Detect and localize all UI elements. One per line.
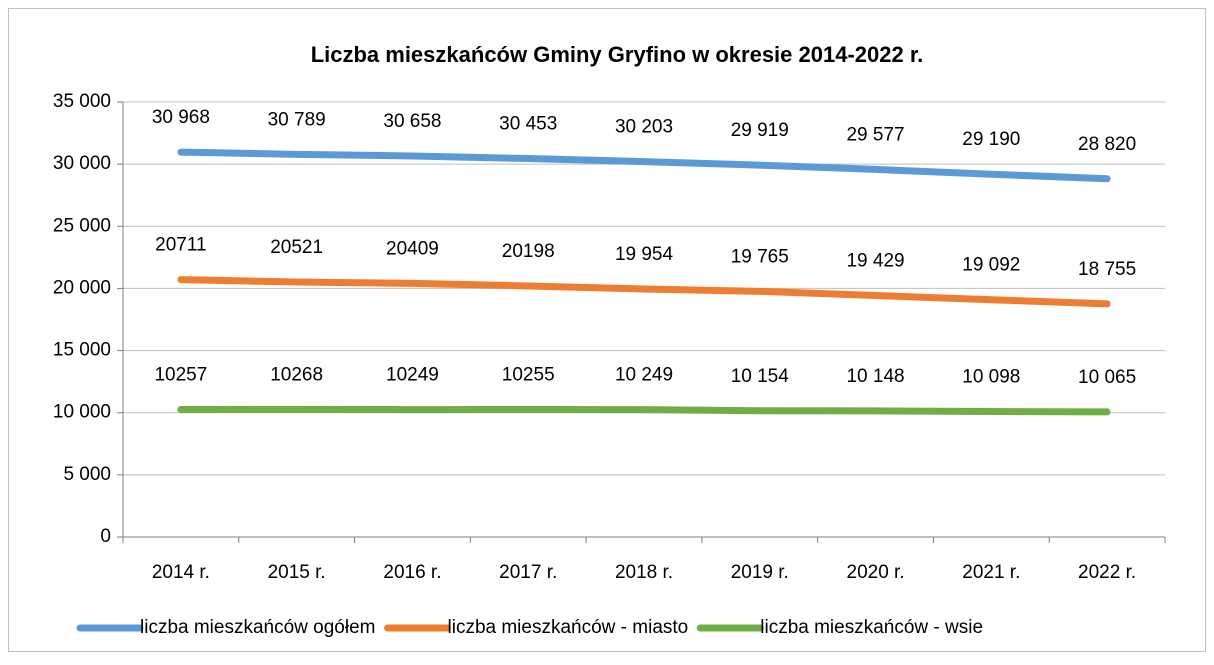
- y-tick-label: 0: [100, 526, 111, 547]
- data-label: 20409: [386, 238, 439, 259]
- series-line: [177, 276, 1111, 308]
- data-label: 19 765: [731, 246, 789, 267]
- data-label: 29 577: [846, 124, 904, 145]
- data-label: 10268: [270, 364, 323, 385]
- data-label: 10 098: [962, 367, 1020, 388]
- data-label: 29 919: [731, 120, 789, 141]
- legend-label: liczba mieszkańców - miasto: [448, 617, 689, 638]
- data-label: 20521: [270, 237, 323, 258]
- y-tick-label: 20 000: [53, 277, 111, 298]
- y-tick-label: 10 000: [53, 402, 111, 423]
- data-label: 30 203: [615, 117, 673, 138]
- data-label: 30 789: [268, 109, 326, 130]
- y-tick-label: 25 000: [53, 215, 111, 236]
- data-label: 10 154: [731, 366, 790, 387]
- data-label: 10255: [502, 365, 555, 386]
- data-label: 29 190: [962, 129, 1020, 150]
- data-label: 20198: [502, 241, 555, 262]
- y-tick-label: 30 000: [53, 153, 111, 174]
- data-label: 30 453: [499, 114, 557, 135]
- legend-label: liczba mieszkańców ogółem: [140, 617, 376, 638]
- x-tick-label: 2022 r.: [1078, 562, 1136, 583]
- data-label: 28 820: [1078, 134, 1136, 155]
- data-label: 30 968: [152, 107, 210, 128]
- y-tick-label: 35 000: [53, 91, 111, 112]
- chart-title: Liczba mieszkańców Gminy Gryfino w okres…: [311, 42, 924, 67]
- x-tick-label: 2021 r.: [962, 562, 1020, 583]
- data-label: 19 429: [846, 251, 904, 272]
- chart-frame: [8, 8, 1206, 652]
- y-tick-label: 15 000: [53, 340, 111, 361]
- x-tick-label: 2014 r.: [152, 562, 210, 583]
- data-label: 10 065: [1078, 367, 1136, 388]
- data-label: 19 092: [962, 255, 1020, 276]
- data-label: 19 954: [615, 244, 674, 265]
- data-label: 10 249: [615, 365, 673, 386]
- x-tick-label: 2019 r.: [731, 562, 789, 583]
- y-tick-label: 5 000: [63, 464, 111, 485]
- x-tick-label: 2016 r.: [383, 562, 441, 583]
- x-tick-label: 2020 r.: [847, 562, 905, 583]
- series-line: [177, 148, 1111, 183]
- x-tick-label: 2017 r.: [499, 562, 557, 583]
- data-label: 30 658: [383, 111, 441, 132]
- x-tick-label: 2015 r.: [268, 562, 326, 583]
- data-label: 20711: [155, 235, 206, 256]
- data-label: 10257: [154, 365, 207, 386]
- data-label: 18 755: [1078, 259, 1136, 280]
- data-label: 10249: [386, 365, 439, 386]
- data-label: 10 148: [846, 366, 904, 387]
- series-line: [177, 405, 1111, 416]
- x-tick-label: 2018 r.: [615, 562, 673, 583]
- legend-label: liczba mieszkańców - wsie: [760, 617, 983, 638]
